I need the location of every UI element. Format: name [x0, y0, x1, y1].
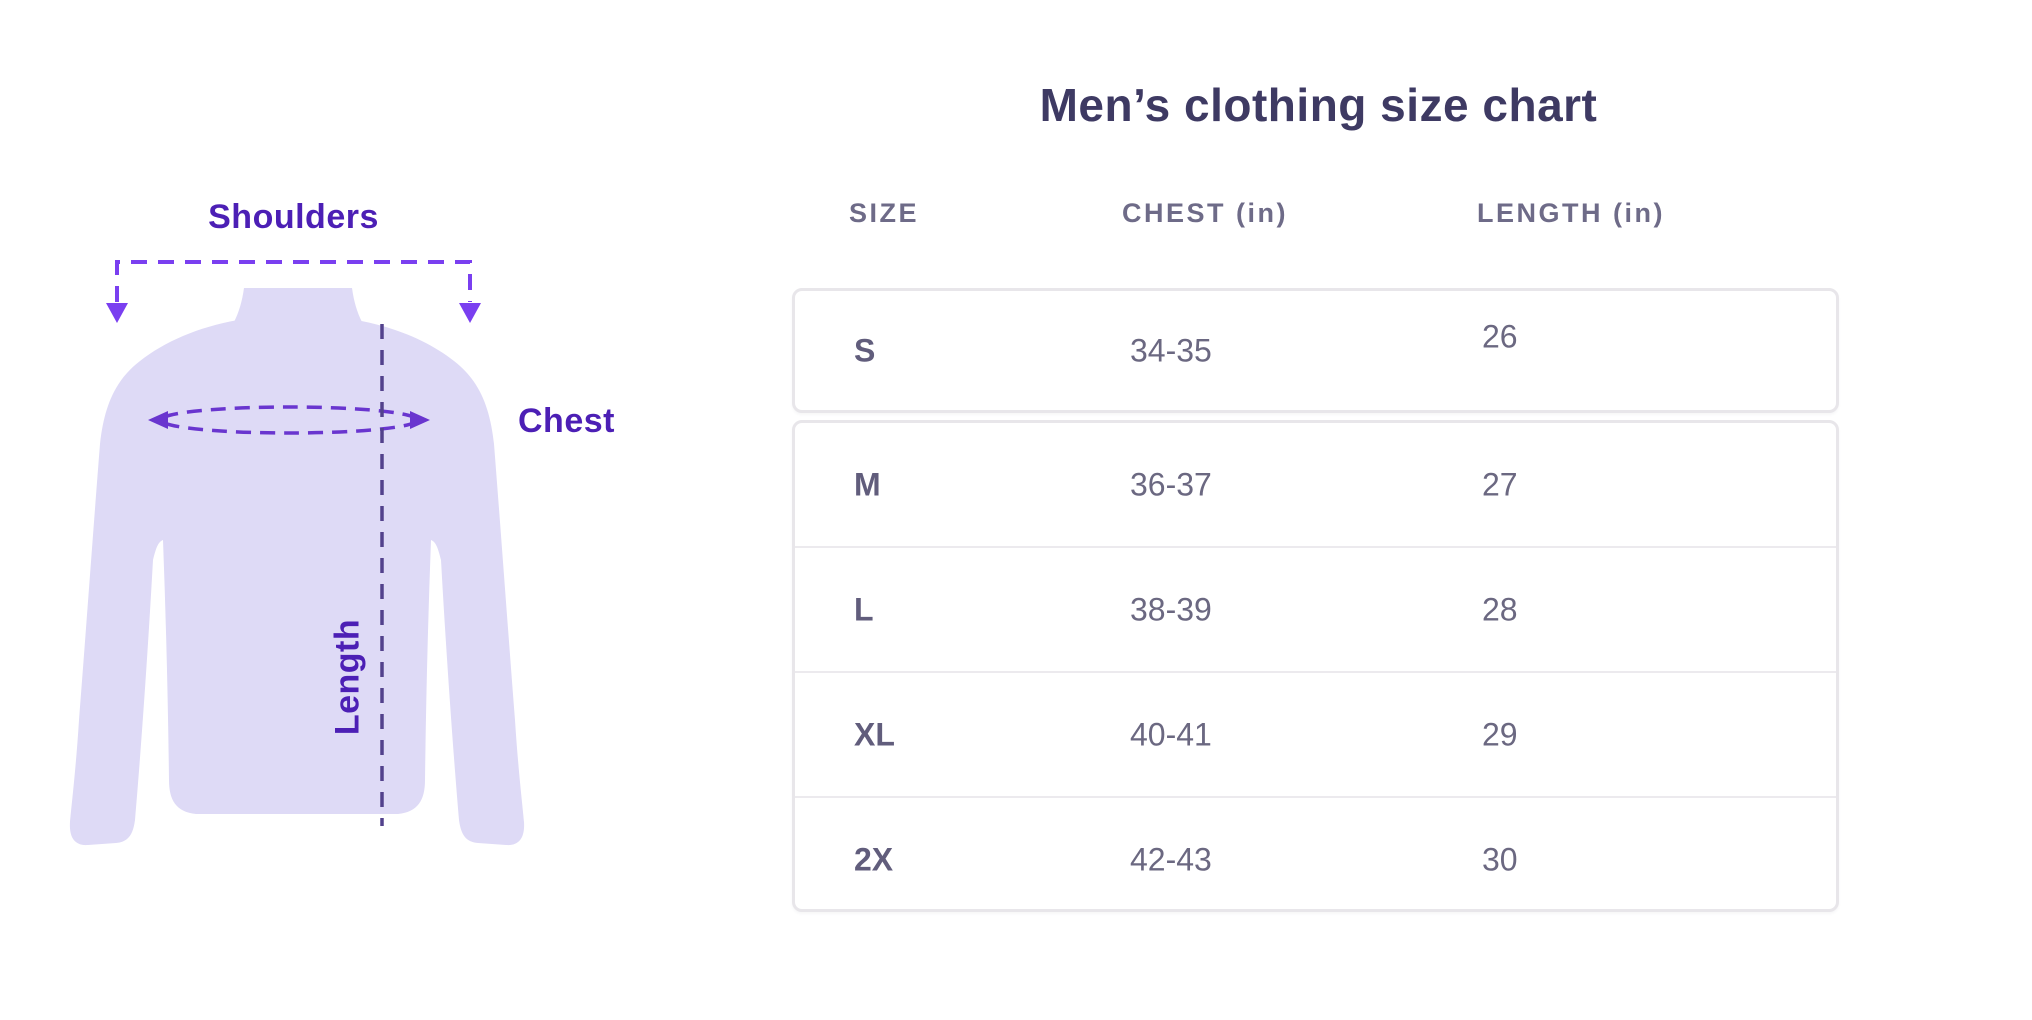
- size-chart-table: Men’s clothing size chart SIZE CHEST (in…: [792, 0, 1845, 1020]
- shoulders-measure-bracket: [115, 260, 472, 302]
- shirt-body: [69, 320, 525, 846]
- chest-arrow-left-icon: [148, 411, 168, 429]
- table-row: M 36-37 27: [795, 423, 1836, 546]
- size-value: XL: [854, 716, 895, 752]
- shirt-collar: [234, 288, 362, 322]
- chest-value: 42-43: [1130, 841, 1212, 877]
- chest-value: 40-41: [1130, 716, 1212, 752]
- table-row: S 34-35 26: [795, 291, 1836, 410]
- chest-value: 34-35: [1130, 332, 1212, 368]
- length-value: 29: [1482, 716, 1518, 752]
- length-value: 30: [1482, 841, 1518, 877]
- column-header-length: LENGTH (in): [1477, 198, 1665, 228]
- shirt-measurement-diagram: Shoulders Chest Length: [0, 0, 760, 1020]
- size-value: 2X: [854, 841, 894, 877]
- table-card-top: S 34-35 26: [792, 288, 1839, 413]
- page-title: Men’s clothing size chart: [1039, 79, 1598, 131]
- shoulders-arrow-left-icon: [106, 303, 128, 323]
- length-value: 28: [1482, 591, 1518, 627]
- shoulders-label: Shoulders: [208, 198, 379, 236]
- table-row: 2X 42-43 30: [795, 796, 1836, 921]
- shoulders-arrow-right-icon: [459, 303, 481, 323]
- column-header-chest: CHEST (in): [1122, 198, 1288, 228]
- length-value: 26: [1482, 318, 1518, 354]
- chest-value: 36-37: [1130, 466, 1212, 502]
- size-value: S: [854, 332, 876, 368]
- chest-value: 38-39: [1130, 591, 1212, 627]
- chest-arrow-right-icon: [410, 411, 430, 429]
- column-header-size: SIZE: [849, 198, 920, 228]
- table-header-row: SIZE CHEST (in) LENGTH (in): [792, 198, 1845, 234]
- shirt-illustration: [69, 260, 525, 846]
- length-label: Length: [328, 618, 367, 736]
- table-row: L 38-39 28: [795, 546, 1836, 671]
- size-value: M: [854, 466, 881, 502]
- size-value: L: [854, 591, 874, 627]
- length-value: 27: [1482, 466, 1518, 502]
- chest-label: Chest: [518, 402, 615, 440]
- table-card-bottom: M 36-37 27 L 38-39 28 XL 40-41 29 2X 42-…: [792, 420, 1839, 912]
- table-row: XL 40-41 29: [795, 671, 1836, 796]
